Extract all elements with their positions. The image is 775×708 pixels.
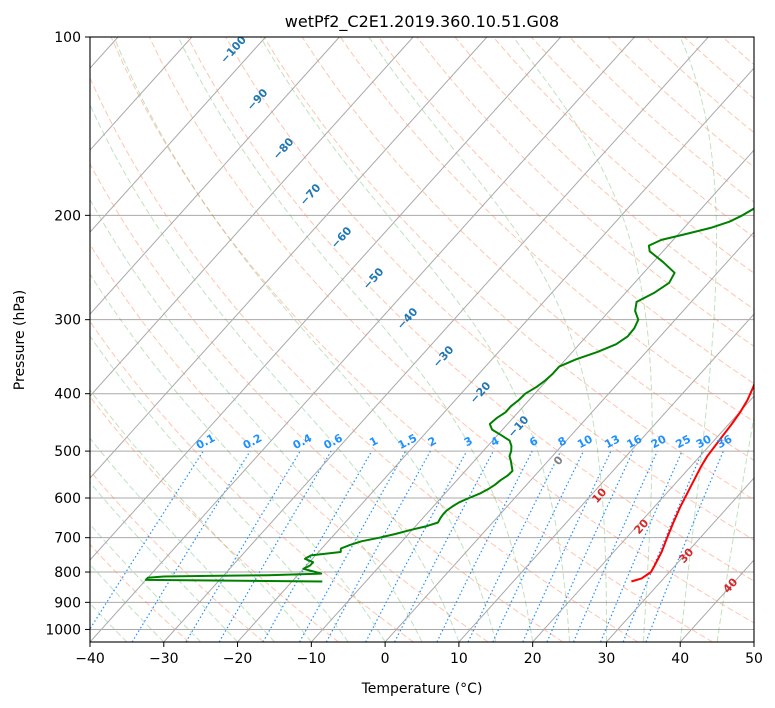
dry-adiabat-line bbox=[416, 37, 754, 347]
moist-adiabat-line bbox=[90, 103, 460, 642]
pressure-gridlines bbox=[90, 37, 754, 630]
y-tick-label: 300 bbox=[54, 313, 81, 329]
isotherm-line bbox=[90, 37, 266, 233]
dry-adiabat-line bbox=[90, 243, 489, 642]
moist-adiabat-line bbox=[90, 273, 386, 642]
mixing-ratio-label: 13 bbox=[602, 432, 622, 451]
sounding-profiles bbox=[144, 207, 754, 583]
mixing-ratio-label: 10 bbox=[575, 432, 595, 451]
mixing-ratio-line bbox=[365, 450, 468, 642]
x-tick-label: 50 bbox=[745, 651, 763, 667]
mixing-ratio-line bbox=[645, 450, 724, 642]
temperature-profile-line bbox=[631, 381, 754, 583]
isotherm-line bbox=[310, 149, 754, 642]
plot-frame bbox=[89, 36, 755, 643]
moist-adiabat-line bbox=[113, 37, 497, 642]
mixing-ratio-line bbox=[546, 450, 634, 642]
mixing-ratio-line bbox=[572, 450, 658, 642]
mixing-ratio-line bbox=[436, 450, 533, 642]
mixing-ratio-label: 25 bbox=[673, 432, 693, 451]
dry-adiabat-line bbox=[378, 37, 754, 385]
dewpoint-profile-line bbox=[144, 207, 754, 583]
isotherm-line bbox=[90, 37, 193, 151]
x-tick-label: 0 bbox=[381, 651, 390, 667]
moist-adiabat-line bbox=[90, 437, 275, 642]
x-tick-label: −10 bbox=[297, 651, 327, 667]
moist-adiabat-line bbox=[90, 563, 165, 642]
x-tick-label: 30 bbox=[598, 651, 616, 667]
x-axis-ticks: −40 −30 −20 −10 0 10 20 30 40 50 bbox=[75, 642, 763, 667]
dry-adiabat-line bbox=[148, 37, 754, 624]
y-tick-label: 700 bbox=[54, 531, 81, 547]
isotherm-line bbox=[90, 37, 635, 642]
moist-adiabat-line bbox=[90, 481, 238, 642]
mixing-ratio-label: 16 bbox=[625, 432, 645, 451]
moist-adiabat-line bbox=[679, 37, 718, 642]
y-tick-label: 500 bbox=[54, 444, 81, 460]
x-tick-label: −20 bbox=[223, 651, 253, 667]
isotherm-line bbox=[90, 37, 488, 479]
x-axis-label: Temperature (°C) bbox=[361, 681, 483, 697]
moist-adiabat-line bbox=[260, 37, 571, 642]
chart-title: wetPf2_C2E1.2019.360.10.51.G08 bbox=[285, 12, 559, 32]
moist-adiabat-line bbox=[90, 198, 423, 642]
y-axis-label: Pressure (hPa) bbox=[12, 290, 28, 390]
mixing-ratio-label: 30 bbox=[694, 432, 714, 451]
moist-adiabat-line bbox=[368, 37, 607, 642]
isotherm-line bbox=[384, 231, 754, 642]
x-tick-label: 40 bbox=[671, 651, 689, 667]
dry-adiabat-line bbox=[90, 162, 564, 642]
dry-adiabats bbox=[90, 37, 754, 642]
isotherm-line bbox=[532, 395, 754, 642]
dry-adiabat-line bbox=[90, 76, 639, 642]
moist-adiabat-line bbox=[90, 523, 202, 642]
isotherms bbox=[90, 37, 754, 642]
y-tick-label: 600 bbox=[54, 491, 81, 507]
mixing-ratio-line bbox=[299, 450, 407, 642]
moist-adiabat-line bbox=[512, 37, 653, 642]
isotherm-line bbox=[90, 37, 414, 397]
y-axis-ticks: 100 200 300 400 500 600 700 800 900 1000 bbox=[45, 30, 90, 638]
isotherm-line bbox=[458, 313, 754, 642]
y-tick-label: 900 bbox=[54, 595, 81, 611]
dry-adiabat-line bbox=[90, 470, 265, 642]
isotherm-line bbox=[606, 477, 754, 642]
moist-adiabat-line bbox=[716, 414, 754, 642]
y-tick-label: 100 bbox=[54, 30, 81, 46]
mixing-ratio-line bbox=[325, 450, 431, 642]
isotherm-line bbox=[163, 37, 709, 642]
isotherm-line bbox=[90, 37, 340, 315]
mixing-ratio-line bbox=[90, 450, 204, 631]
y-tick-label: 400 bbox=[54, 387, 81, 403]
mixing-ratio-label: 36 bbox=[715, 432, 735, 451]
mixing-ratio-label: 20 bbox=[649, 432, 669, 451]
dry-adiabat-line bbox=[90, 395, 339, 642]
x-tick-label: −40 bbox=[75, 651, 105, 667]
x-tick-label: −30 bbox=[149, 651, 179, 667]
y-tick-label: 800 bbox=[54, 565, 81, 581]
y-tick-label: 1000 bbox=[45, 622, 81, 638]
dry-adiabat-line bbox=[301, 37, 754, 461]
isotherm-line bbox=[90, 37, 562, 561]
moist-adiabat-line bbox=[177, 37, 534, 642]
y-tick-label: 200 bbox=[54, 208, 81, 224]
dry-adiabat-line bbox=[187, 37, 754, 582]
mixing-ratio-line bbox=[600, 450, 683, 642]
x-tick-label: 10 bbox=[450, 651, 468, 667]
dry-adiabat-line bbox=[110, 37, 713, 642]
dry-adiabat-line bbox=[263, 37, 754, 501]
x-tick-label: 20 bbox=[524, 651, 542, 667]
dry-adiabat-line bbox=[225, 37, 754, 541]
isotherm-line bbox=[237, 67, 754, 642]
